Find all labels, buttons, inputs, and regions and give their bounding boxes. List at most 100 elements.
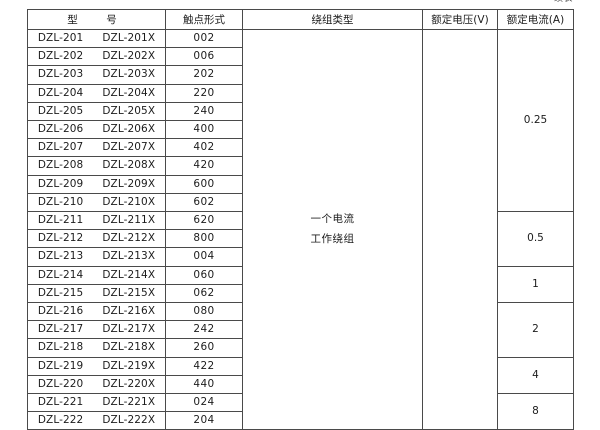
model-primary: DZL-217 (37, 323, 84, 336)
model-primary: DZL-219 (37, 359, 84, 372)
cell-contact-form: 004 (165, 247, 243, 267)
model-variant: DZL-202X (102, 50, 156, 63)
cell-contact-form: 202 (165, 65, 243, 85)
table-row: DZL-204 DZL-204X 220 (27, 83, 574, 103)
cell-model: DZL-201 DZL-201X (27, 28, 166, 49)
model-pair: DZL-219 DZL-219X (28, 358, 165, 375)
table-row: DZL-209 DZL-209X 600 (27, 174, 574, 194)
model-variant: DZL-213X (102, 250, 156, 263)
model-variant: DZL-206X (102, 123, 156, 136)
cell-contact-form: 204 (165, 411, 243, 430)
cell-model: DZL-212 DZL-212X (27, 229, 166, 249)
model-primary: DZL-218 (37, 341, 84, 354)
model-primary: DZL-204 (37, 86, 84, 99)
model-variant: DZL-212X (102, 232, 156, 245)
cell-contact-form: 620 (165, 211, 243, 231)
model-pair: DZL-215 DZL-215X (28, 285, 165, 302)
cell-contact-form: 002 (165, 28, 243, 49)
column-header-rated-current: 额定电流(A) (497, 9, 574, 30)
cell-model: DZL-213 DZL-213X (27, 247, 166, 267)
model-variant: DZL-219X (102, 359, 156, 372)
cell-contact-form: 260 (165, 338, 243, 358)
model-variant: DZL-218X (102, 341, 156, 354)
header-row: 型 号 触点形式 绕组类型 额定电压(V) 额定电流(A) (27, 9, 574, 30)
model-primary: DZL-203 (37, 68, 84, 81)
table-row: DZL-217 DZL-217X 242 (27, 320, 574, 340)
cell-model: DZL-207 DZL-207X (27, 138, 166, 158)
cell-model: DZL-215 DZL-215X (27, 283, 166, 304)
winding-type-line-1: 一个电流 (310, 212, 355, 225)
cell-rated-current: 8 (497, 393, 574, 430)
model-variant: DZL-217X (102, 323, 156, 336)
cell-model: DZL-210 DZL-210X (27, 192, 166, 213)
cell-winding-type: 一个电流 工作绕组 (242, 28, 423, 430)
cell-model: DZL-211 DZL-211X (27, 211, 166, 231)
model-pair: DZL-216 DZL-216X (28, 303, 165, 320)
model-primary: DZL-211 (37, 214, 84, 227)
model-primary: DZL-215 (37, 286, 84, 299)
model-pair: DZL-206 DZL-206X (28, 121, 165, 138)
spec-table-container: 型 号 触点形式 绕组类型 额定电压(V) 额定电流(A) DZL-201 DZL… (27, 9, 574, 430)
cell-model: DZL-218 DZL-218X (27, 338, 166, 358)
cell-rated-current: 0.25 (497, 28, 574, 213)
model-variant: DZL-221X (102, 396, 156, 409)
model-pair: DZL-204 DZL-204X (28, 85, 165, 102)
table-row: DZL-201 DZL-201X 002 一个电流 工作绕组 0.25 (27, 28, 574, 430)
model-primary: DZL-214 (37, 268, 84, 281)
cell-model: DZL-219 DZL-219X (27, 356, 166, 376)
model-primary: DZL-201 (37, 32, 84, 44)
model-primary: DZL-208 (37, 159, 84, 172)
cell-contact-form: 062 (165, 283, 243, 304)
model-primary: DZL-212 (37, 232, 84, 245)
cell-model: DZL-222 DZL-222X (27, 411, 166, 430)
model-pair: DZL-221 DZL-221X (28, 394, 165, 411)
cell-contact-form: 024 (165, 393, 243, 413)
cell-contact-form: 440 (165, 374, 243, 395)
model-variant: DZL-203X (102, 68, 156, 81)
cell-model: DZL-214 DZL-214X (27, 265, 166, 285)
model-variant: DZL-220X (102, 377, 156, 390)
continued-table-label: 续表 (554, 0, 573, 4)
model-pair: DZL-212 DZL-212X (28, 230, 165, 247)
model-primary: DZL-209 (37, 177, 84, 190)
model-primary: DZL-202 (37, 50, 84, 63)
cell-contact-form: 600 (165, 174, 243, 194)
model-primary: DZL-222 (37, 414, 84, 427)
table-row: DZL-210 DZL-210X 602 (27, 192, 574, 213)
column-header-contact-form: 触点形式 (165, 9, 243, 30)
table-row: DZL-211 DZL-211X 620 0.5 (27, 211, 574, 267)
model-pair: DZL-220 DZL-220X (28, 376, 165, 393)
model-variant: DZL-207X (102, 141, 156, 154)
cell-contact-form: 422 (165, 356, 243, 376)
cell-model: DZL-209 DZL-209X (27, 174, 166, 194)
model-variant: DZL-211X (102, 214, 156, 227)
table-row: DZL-216 DZL-216X 080 2 (27, 302, 574, 358)
cell-rated-current: 2 (497, 302, 574, 358)
column-header-rated-voltage: 额定电压(V) (422, 9, 498, 30)
table-row: DZL-212 DZL-212X 800 (27, 229, 574, 249)
model-variant: DZL-201X (102, 32, 156, 44)
model-variant: DZL-208X (102, 159, 156, 172)
model-primary: DZL-210 (37, 195, 84, 208)
model-primary: DZL-206 (37, 123, 84, 136)
cell-model: DZL-206 DZL-206X (27, 120, 166, 140)
model-primary: DZL-216 (37, 305, 84, 318)
model-variant: DZL-214X (102, 268, 156, 281)
relay-spec-table: 型 号 触点形式 绕组类型 额定电压(V) 额定电流(A) DZL-201 DZL… (27, 9, 574, 430)
cell-rated-current: 0.5 (497, 211, 574, 267)
cell-contact-form: 060 (165, 265, 243, 285)
cell-contact-form: 242 (165, 320, 243, 340)
column-header-model: 型 号 (27, 9, 166, 30)
cell-contact-form: 080 (165, 302, 243, 322)
cell-contact-form: 240 (165, 101, 243, 122)
winding-type-line-2: 工作绕组 (310, 232, 355, 245)
model-variant: DZL-215X (102, 286, 156, 299)
model-variant: DZL-205X (102, 104, 156, 117)
model-pair: DZL-202 DZL-202X (28, 48, 165, 65)
table-body: DZL-201 DZL-201X 002 一个电流 工作绕组 0.25 DZL-202 DZL… (27, 28, 574, 430)
model-primary: DZL-221 (37, 396, 84, 409)
cell-model: DZL-202 DZL-202X (27, 47, 166, 67)
cell-model: DZL-203 DZL-203X (27, 65, 166, 85)
model-pair: DZL-217 DZL-217X (28, 321, 165, 338)
cell-contact-form: 602 (165, 192, 243, 213)
